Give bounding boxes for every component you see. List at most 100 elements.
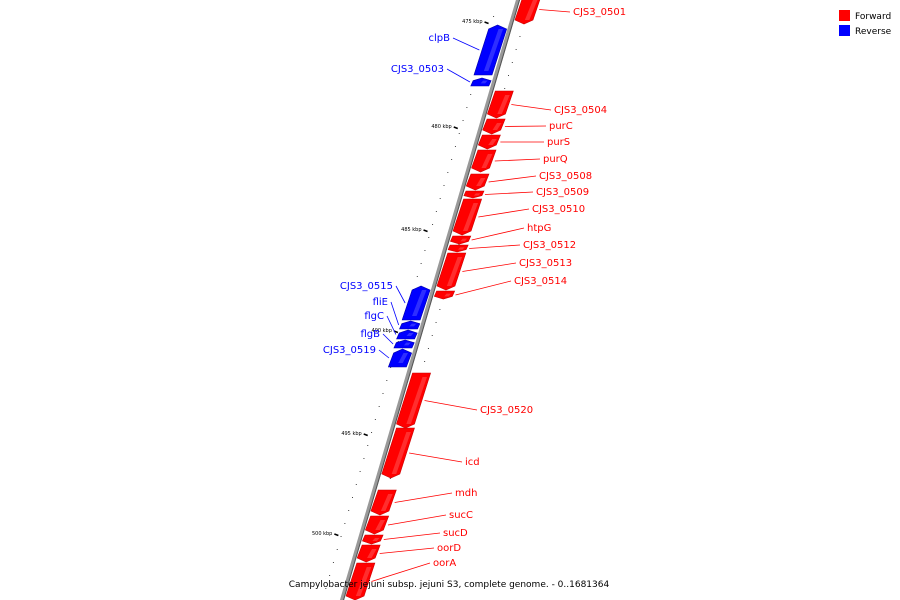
gene-label-purQ[interactable]: purQ xyxy=(543,154,568,165)
gene-label-oorD[interactable]: oorD xyxy=(437,543,461,554)
gene-label-CJS3_0520[interactable]: CJS3_0520 xyxy=(480,405,533,416)
gene-body xyxy=(470,77,492,87)
gene-label-CJS3_0519[interactable]: CJS3_0519 xyxy=(323,345,376,356)
gene-label-flgB[interactable]: flgB xyxy=(360,329,380,340)
minor-tick xyxy=(386,380,388,381)
gene-leader-line xyxy=(382,333,394,345)
minor-tick xyxy=(508,75,510,76)
gene-label-CJS3_0510[interactable]: CJS3_0510 xyxy=(532,204,585,215)
gene-sheen xyxy=(480,80,488,84)
gene-leader-line xyxy=(394,492,453,503)
gene-sheen xyxy=(488,139,497,145)
gene-leader-line xyxy=(539,9,571,13)
gene-label-purS[interactable]: purS xyxy=(547,137,570,148)
gene-label-CJS3_0501[interactable]: CJS3_0501 xyxy=(573,7,626,18)
gene-leader-line xyxy=(383,532,441,540)
gene-sheen xyxy=(524,0,538,20)
minor-tick xyxy=(332,562,334,563)
gene-body xyxy=(387,348,413,368)
gene-arrow-purS[interactable] xyxy=(477,134,501,150)
gene-arrow-CJS3_0520[interactable] xyxy=(396,372,432,429)
gene-arrow-CJS3_0513[interactable] xyxy=(436,252,467,291)
gene-arrow-sucD[interactable] xyxy=(362,534,384,545)
gene-body xyxy=(433,290,456,300)
kbp-tick: 480 kbp xyxy=(431,124,459,130)
gene-sheen xyxy=(473,193,481,196)
legend-item-reverse: Reverse xyxy=(839,25,892,37)
gene-label-CJS3_0513[interactable]: CJS3_0513 xyxy=(519,258,572,269)
gene-body xyxy=(465,173,490,191)
kbp-tick: 485 kbp xyxy=(401,227,428,233)
minor-tick xyxy=(470,94,472,95)
gene-arrow-purC[interactable] xyxy=(482,118,506,135)
gene-label-CJS3_0514[interactable]: CJS3_0514 xyxy=(514,276,567,287)
gene-label-CJS3_0503[interactable]: CJS3_0503 xyxy=(391,64,444,75)
gene-arrow-CJS3_0508[interactable] xyxy=(465,173,490,191)
gene-arrow-icd[interactable] xyxy=(381,427,415,479)
gene-leader-line xyxy=(462,262,517,272)
gene-body xyxy=(450,235,472,245)
gene-arrow-clpB[interactable] xyxy=(473,24,508,76)
gene-arrow-CJS3_0514[interactable] xyxy=(433,290,456,300)
minor-tick xyxy=(443,185,445,186)
gene-label-clpB[interactable]: clpB xyxy=(429,33,451,44)
gene-sheen xyxy=(483,29,504,71)
gene-label-sucD[interactable]: sucD xyxy=(443,528,468,539)
gene-arrow-CJS3_0515[interactable] xyxy=(401,285,431,321)
gene-label-flgC[interactable]: flgC xyxy=(364,311,384,322)
gene-label-CJS3_0504[interactable]: CJS3_0504 xyxy=(554,105,607,116)
gene-label-CJS3_0508[interactable]: CJS3_0508 xyxy=(539,171,592,182)
gene-arrow-CJS3_0509[interactable] xyxy=(463,190,485,199)
gene-arrow-CJS3_0504[interactable] xyxy=(487,90,514,119)
gene-arrow-CJS3_0510[interactable] xyxy=(452,198,483,236)
gene-layer xyxy=(345,0,542,600)
gene-arrow-oorD[interactable] xyxy=(356,544,381,563)
kbp-tick-label: 485 kbp xyxy=(401,227,421,233)
gene-arrow-CJS3_0503[interactable] xyxy=(470,77,492,87)
gene-arrow-fliE[interactable] xyxy=(399,320,421,330)
gene-label-CJS3_0515[interactable]: CJS3_0515 xyxy=(340,281,393,292)
gene-label-CJS3_0512[interactable]: CJS3_0512 xyxy=(523,240,576,251)
gene-arrow-flgC[interactable] xyxy=(396,329,418,340)
minor-tick xyxy=(374,419,376,420)
gene-arrow-CJS3_0501[interactable] xyxy=(514,0,542,25)
gene-arrow-purQ[interactable] xyxy=(471,149,497,173)
gene-body xyxy=(399,320,421,330)
gene-sheen xyxy=(372,538,380,541)
kbp-tick-label: 495 kbp xyxy=(341,431,361,437)
gene-arrow-sucC[interactable] xyxy=(364,515,390,535)
legend-swatch-reverse xyxy=(839,25,850,36)
gene-arrow-mdh[interactable] xyxy=(370,489,397,516)
gene-leader-line xyxy=(371,562,431,582)
gene-label-sucC[interactable]: sucC xyxy=(449,510,473,521)
minor-tick xyxy=(397,341,399,342)
gene-body xyxy=(356,544,381,563)
kbp-tick-mark xyxy=(334,533,339,537)
gene-label-icd[interactable]: icd xyxy=(465,457,480,468)
gene-body xyxy=(514,0,541,25)
minor-tick xyxy=(431,335,433,336)
gene-label-oorA[interactable]: oorA xyxy=(433,558,456,569)
gene-sheen xyxy=(457,247,465,250)
gene-sheen xyxy=(446,257,463,286)
gene-label-purC[interactable]: purC xyxy=(549,121,573,132)
minor-tick xyxy=(519,36,521,37)
gene-arrow-CJS3_0512[interactable] xyxy=(447,244,469,253)
gene-sheen xyxy=(412,290,427,316)
gene-body xyxy=(370,489,397,516)
gene-leader-line xyxy=(424,400,478,411)
gene-sheen xyxy=(375,520,386,530)
minor-tick xyxy=(420,263,422,264)
gene-body xyxy=(447,244,469,253)
minor-tick xyxy=(432,224,434,225)
gene-arrow-CJS3_0519[interactable] xyxy=(387,348,413,368)
gene-label-fliE[interactable]: fliE xyxy=(373,297,388,308)
gene-label-mdh[interactable]: mdh xyxy=(455,488,477,499)
gene-arrow-htpG[interactable] xyxy=(450,235,472,245)
gene-label-htpG[interactable]: htpG xyxy=(527,223,551,234)
gene-arrow-oorA[interactable] xyxy=(345,562,376,600)
gene-arrow-flgB[interactable] xyxy=(393,339,415,349)
gene-leader-line xyxy=(409,452,463,463)
gene-label-CJS3_0509[interactable]: CJS3_0509 xyxy=(536,187,589,198)
gene-leader-line xyxy=(455,280,512,296)
